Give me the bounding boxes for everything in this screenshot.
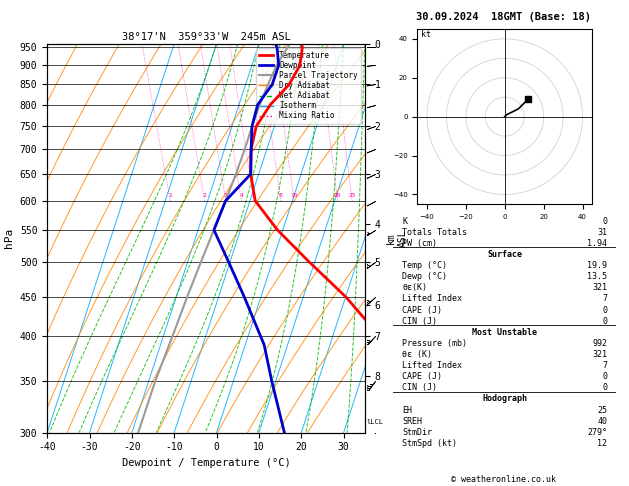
Text: Lifted Index: Lifted Index — [402, 295, 462, 303]
Text: 25: 25 — [598, 406, 608, 415]
X-axis label: Dewpoint / Temperature (°C): Dewpoint / Temperature (°C) — [121, 458, 291, 468]
Text: 40: 40 — [598, 417, 608, 426]
Text: EH: EH — [402, 406, 412, 415]
Text: © weatheronline.co.uk: © weatheronline.co.uk — [451, 474, 555, 484]
Text: 4: 4 — [240, 193, 243, 198]
Text: 0: 0 — [603, 306, 608, 314]
Y-axis label: hPa: hPa — [4, 228, 14, 248]
Text: 279°: 279° — [587, 428, 608, 437]
Text: StmSpd (kt): StmSpd (kt) — [402, 439, 457, 448]
Text: 0: 0 — [603, 372, 608, 381]
Text: θε (K): θε (K) — [402, 350, 432, 359]
Text: Surface: Surface — [487, 250, 522, 259]
Text: Hodograph: Hodograph — [482, 395, 527, 403]
Text: 5: 5 — [252, 193, 256, 198]
Text: 321: 321 — [593, 350, 608, 359]
Text: Pressure (mb): Pressure (mb) — [402, 339, 467, 348]
Text: StmDir: StmDir — [402, 428, 432, 437]
Text: PW (cm): PW (cm) — [402, 239, 437, 248]
Text: kt: kt — [421, 30, 431, 39]
Text: K: K — [402, 217, 407, 226]
Text: 0: 0 — [603, 217, 608, 226]
Text: lLCL: lLCL — [367, 419, 384, 425]
Text: 0: 0 — [603, 383, 608, 392]
Text: Temp (°C): Temp (°C) — [402, 261, 447, 270]
Text: 12: 12 — [598, 439, 608, 448]
Text: CAPE (J): CAPE (J) — [402, 306, 442, 314]
Text: 10: 10 — [291, 193, 298, 198]
Text: 3: 3 — [224, 193, 228, 198]
Text: CAPE (J): CAPE (J) — [402, 372, 442, 381]
Text: Dewp (°C): Dewp (°C) — [402, 272, 447, 281]
Text: 0: 0 — [603, 317, 608, 326]
Text: 7: 7 — [603, 295, 608, 303]
Text: Totals Totals: Totals Totals — [402, 227, 467, 237]
Text: 20: 20 — [334, 193, 342, 198]
Title: 38°17'N  359°33'W  245m ASL: 38°17'N 359°33'W 245m ASL — [121, 32, 291, 42]
Text: SREH: SREH — [402, 417, 422, 426]
Text: 1: 1 — [169, 193, 172, 198]
Text: 19.9: 19.9 — [587, 261, 608, 270]
Text: 13.5: 13.5 — [587, 272, 608, 281]
Text: 30.09.2024  18GMT (Base: 18): 30.09.2024 18GMT (Base: 18) — [416, 12, 591, 22]
Text: CIN (J): CIN (J) — [402, 383, 437, 392]
Text: 25: 25 — [348, 193, 356, 198]
Text: CIN (J): CIN (J) — [402, 317, 437, 326]
Y-axis label: km
ASL: km ASL — [386, 229, 408, 247]
Text: 2: 2 — [203, 193, 206, 198]
Text: θε(K): θε(K) — [402, 283, 427, 292]
Text: 321: 321 — [593, 283, 608, 292]
Text: 992: 992 — [593, 339, 608, 348]
Text: Lifted Index: Lifted Index — [402, 361, 462, 370]
Text: Most Unstable: Most Unstable — [472, 328, 537, 337]
Text: 31: 31 — [598, 227, 608, 237]
Text: 7: 7 — [603, 361, 608, 370]
Legend: Temperature, Dewpoint, Parcel Trajectory, Dry Adiabat, Wet Adiabat, Isotherm, Mi: Temperature, Dewpoint, Parcel Trajectory… — [257, 48, 361, 123]
Text: 1.94: 1.94 — [587, 239, 608, 248]
Text: 8: 8 — [279, 193, 283, 198]
